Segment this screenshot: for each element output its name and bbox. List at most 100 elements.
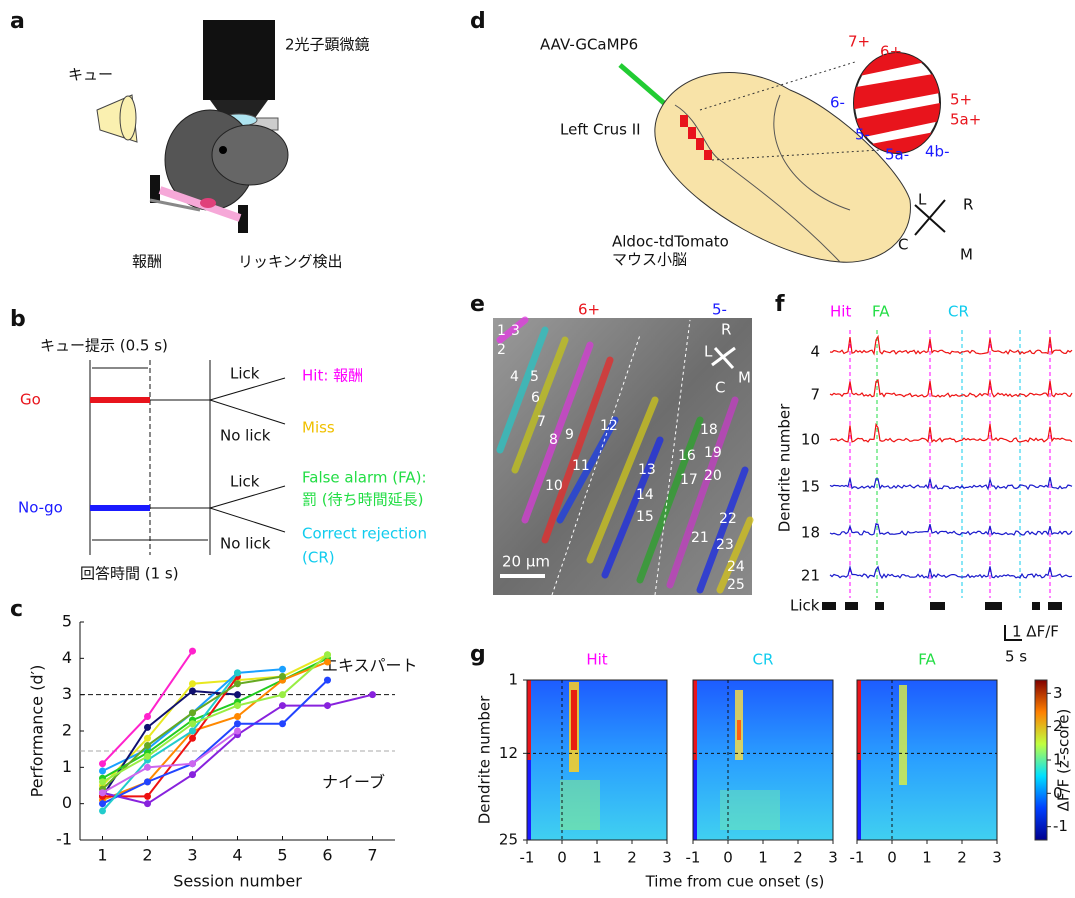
point: [144, 753, 151, 760]
point: [189, 648, 196, 655]
point: [144, 713, 151, 720]
x-tick-label: 0: [557, 849, 567, 867]
label: 5a+: [950, 111, 981, 129]
trace: [830, 424, 1072, 442]
colorbar-tick-label: 3: [1053, 684, 1063, 702]
x-tick-label: 0: [723, 849, 733, 867]
dendrite-label: 19: [704, 445, 722, 461]
label: CR: [948, 303, 969, 321]
dendrite-label: 4: [810, 343, 820, 361]
dendrite-label: 20: [704, 468, 722, 484]
dendrite-label: 25: [727, 577, 745, 593]
y-tick-label: 1: [62, 757, 72, 776]
y-tick-label: 0: [62, 793, 72, 812]
label: 20 μm: [502, 553, 550, 571]
lick-raster: [822, 602, 836, 610]
dendrite-label: 10: [801, 431, 820, 449]
lick-raster: [985, 602, 1002, 610]
heatmap-title: Hit: [586, 651, 607, 669]
label: Left Crus II: [560, 121, 641, 139]
point: [324, 677, 331, 684]
point: [144, 764, 151, 771]
x-tick-label: 4: [232, 846, 242, 865]
point: [99, 807, 106, 814]
label: 5-: [855, 126, 870, 144]
label: 1 ΔF/F: [1012, 623, 1059, 641]
panel-label: e: [470, 292, 485, 317]
point: [189, 720, 196, 727]
setup-drawing: [97, 20, 288, 233]
label: マウス小脳: [612, 251, 687, 269]
dendrite-label: 4: [510, 369, 519, 385]
label: C: [715, 379, 725, 397]
point: [189, 688, 196, 695]
trace: [830, 477, 1072, 489]
label: (CR): [302, 549, 335, 567]
label: 6-: [830, 94, 845, 112]
point: [279, 666, 286, 673]
x-tick-label: 1: [922, 849, 932, 867]
point: [99, 760, 106, 767]
dendrite-label: 17: [680, 472, 698, 488]
dendrite-label: 14: [636, 487, 654, 503]
panel-label: b: [10, 307, 26, 332]
y-tick-label: 5: [62, 612, 72, 631]
x-tick-label: 0: [887, 849, 897, 867]
lick-raster: [1048, 602, 1062, 610]
x-tick-label: -1: [686, 849, 701, 867]
point: [234, 713, 241, 720]
label: Lick: [230, 365, 260, 383]
label: Aldoc-tdTomato: [612, 233, 729, 251]
x-tick-label: 5: [277, 846, 287, 865]
x-tick-label: 1: [97, 846, 107, 865]
y-tick-label: 12: [499, 744, 518, 762]
point: [99, 767, 106, 774]
point: [234, 728, 241, 735]
label: FA: [872, 303, 890, 321]
dendrite-label: 7: [810, 386, 820, 404]
x-tick-label: 1: [592, 849, 602, 867]
label: L: [918, 191, 927, 209]
label: Time from cue onset (s): [645, 873, 825, 891]
point: [189, 728, 196, 735]
label: リッキング検出: [238, 253, 343, 271]
task-diagram: [90, 360, 285, 555]
label: M: [738, 369, 751, 387]
label: Miss: [302, 419, 335, 437]
panel-label: d: [470, 9, 486, 34]
point: [144, 742, 151, 749]
point: [189, 735, 196, 742]
point: [144, 735, 151, 742]
x-tick-label: 2: [142, 846, 152, 865]
x-tick-label: 7: [367, 846, 377, 865]
point: [189, 760, 196, 767]
label: False alarm (FA):: [302, 469, 427, 487]
x-tick-label: 3: [992, 849, 1002, 867]
point: [144, 793, 151, 800]
dendrite-label: 12: [600, 418, 618, 434]
x-tick-label: 2: [957, 849, 967, 867]
label: M: [960, 246, 973, 264]
x-tick-label: 1: [758, 849, 768, 867]
point: [234, 691, 241, 698]
point: [189, 709, 196, 716]
point: [324, 702, 331, 709]
dendrite-label: 1: [497, 323, 506, 339]
point: [234, 720, 241, 727]
trace: [830, 337, 1072, 355]
x-tick-label: -1: [520, 849, 535, 867]
y-axis-title: Performance (d′): [28, 665, 47, 798]
label: R: [721, 321, 731, 339]
lick-raster: [930, 602, 945, 610]
point: [324, 658, 331, 665]
x-axis-title: Session number: [173, 872, 302, 891]
label: Dendrite number: [476, 695, 494, 824]
dendrite-label: 2: [497, 342, 506, 358]
dendrite-label: 16: [678, 448, 696, 464]
point: [189, 680, 196, 687]
point: [234, 669, 241, 676]
label: No lick: [220, 427, 271, 445]
label: Hit: [830, 303, 851, 321]
label: Lick: [790, 597, 820, 615]
colorbar-tick-label: -1: [1053, 817, 1068, 835]
